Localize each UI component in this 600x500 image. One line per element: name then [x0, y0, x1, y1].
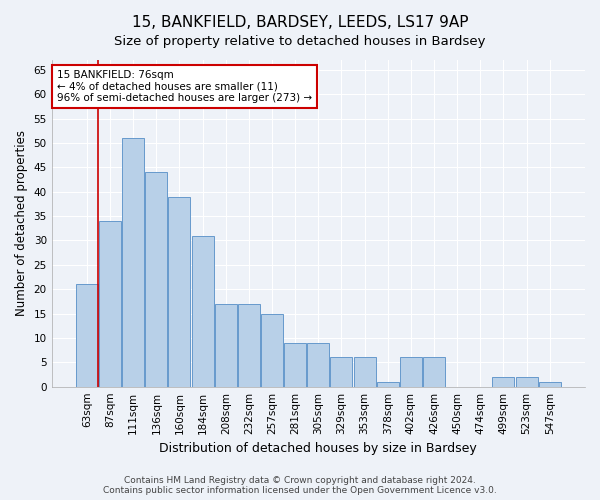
Bar [515, 377, 538, 386]
Bar [307, 343, 329, 386]
Text: 15, BANKFIELD, BARDSEY, LEEDS, LS17 9AP: 15, BANKFIELD, BARDSEY, LEEDS, LS17 9AP [132, 15, 468, 30]
Bar [215, 304, 237, 386]
Bar [353, 358, 376, 386]
Text: Contains HM Land Registry data © Crown copyright and database right 2024.
Contai: Contains HM Land Registry data © Crown c… [103, 476, 497, 495]
X-axis label: Distribution of detached houses by size in Bardsey: Distribution of detached houses by size … [160, 442, 477, 455]
Bar [423, 358, 445, 386]
Bar [145, 172, 167, 386]
Bar [493, 377, 514, 386]
Bar [377, 382, 399, 386]
Bar [261, 314, 283, 386]
Y-axis label: Number of detached properties: Number of detached properties [15, 130, 28, 316]
Bar [400, 358, 422, 386]
Bar [76, 284, 98, 386]
Bar [331, 358, 352, 386]
Text: Size of property relative to detached houses in Bardsey: Size of property relative to detached ho… [114, 35, 486, 48]
Bar [284, 343, 306, 386]
Bar [122, 138, 144, 386]
Bar [238, 304, 260, 386]
Bar [169, 196, 190, 386]
Bar [191, 236, 214, 386]
Bar [539, 382, 561, 386]
Text: 15 BANKFIELD: 76sqm
← 4% of detached houses are smaller (11)
96% of semi-detache: 15 BANKFIELD: 76sqm ← 4% of detached hou… [57, 70, 312, 103]
Bar [99, 221, 121, 386]
